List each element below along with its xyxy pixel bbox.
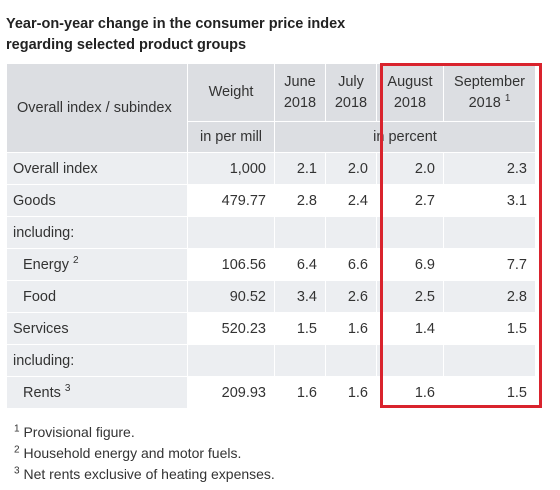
footnote-ref-1: 1 — [504, 92, 511, 104]
table-row: Overall index 1,000 2.1 2.0 2.0 2.3 — [6, 152, 536, 185]
row-label: Food — [6, 280, 188, 313]
table-row: Rents 3 209.93 1.6 1.6 1.6 1.5 — [6, 376, 536, 409]
footnote-number: 1 — [14, 423, 20, 435]
header-row: Overall index / subindex Weight June 201… — [6, 63, 536, 153]
header-july: July 2018 — [325, 63, 377, 122]
row-label: Energy 2 — [6, 248, 188, 281]
august-cell: 2.7 — [376, 184, 444, 217]
header-september-month: September — [454, 73, 525, 90]
table-row: Energy 2 106.56 6.4 6.6 6.9 7.7 — [6, 248, 536, 281]
weight-cell: 520.23 — [187, 312, 275, 345]
footnote: 2 Household energy and motor fuels. — [14, 443, 275, 464]
august-cell: 1.4 — [376, 312, 444, 345]
empty-cell — [443, 216, 536, 249]
row-label: Goods — [6, 184, 188, 217]
row-label: Services — [6, 312, 188, 345]
july-cell: 2.6 — [325, 280, 377, 313]
unit-percent: in percent — [274, 121, 536, 153]
august-cell: 6.9 — [376, 248, 444, 281]
unit-weight: in per mill — [187, 121, 275, 153]
weight-cell: 1,000 — [187, 152, 275, 185]
header-june-year: 2018 — [283, 94, 317, 111]
header-july-month: July — [338, 73, 364, 90]
header-august-year: 2018 — [393, 94, 427, 111]
june-cell: 1.6 — [274, 376, 326, 409]
footnote-text: Provisional figure. — [23, 424, 135, 440]
august-cell: 2.5 — [376, 280, 444, 313]
july-cell: 1.6 — [325, 312, 377, 345]
june-cell: 2.8 — [274, 184, 326, 217]
row-label: including: — [6, 344, 188, 377]
empty-cell — [274, 216, 326, 249]
table-row: Food 90.52 3.4 2.6 2.5 2.8 — [6, 280, 536, 313]
empty-cell — [376, 216, 444, 249]
table-row: including: — [6, 216, 536, 249]
june-cell: 1.5 — [274, 312, 326, 345]
row-label: including: — [6, 216, 188, 249]
august-cell: 1.6 — [376, 376, 444, 409]
title-line-1: Year-on-year change in the consumer pric… — [6, 16, 346, 32]
empty-cell — [376, 344, 444, 377]
september-cell: 1.5 — [443, 312, 536, 345]
header-label: Overall index / subindex — [6, 63, 188, 153]
row-label-text: Rents — [23, 384, 61, 401]
empty-cell — [443, 344, 536, 377]
footnote-text: Household energy and motor fuels. — [23, 445, 242, 461]
june-cell: 2.1 — [274, 152, 326, 185]
september-cell: 2.3 — [443, 152, 536, 185]
row-label: Rents 3 — [6, 376, 188, 409]
header-september-year-line: 2018 1 — [444, 93, 535, 114]
footnote-text: Net rents exclusive of heating expenses. — [23, 466, 275, 482]
empty-cell — [325, 216, 377, 249]
empty-cell — [187, 344, 275, 377]
weight-cell: 209.93 — [187, 376, 275, 409]
june-cell: 3.4 — [274, 280, 326, 313]
header-august: August 2018 — [376, 63, 444, 122]
august-cell: 2.0 — [376, 152, 444, 185]
row-label-text: Energy — [23, 256, 69, 273]
footnote: 1 Provisional figure. — [14, 422, 275, 443]
weight-cell: 90.52 — [187, 280, 275, 313]
header-september-year: 2018 — [468, 94, 501, 111]
weight-cell: 106.56 — [187, 248, 275, 281]
footnote-number: 2 — [14, 444, 20, 456]
header-june: June 2018 — [274, 63, 326, 122]
header-august-month: August — [387, 73, 433, 90]
empty-cell — [325, 344, 377, 377]
july-cell: 1.6 — [325, 376, 377, 409]
header-september: September 2018 1 — [443, 63, 536, 122]
footnote-ref-2: 2 — [72, 254, 79, 266]
september-cell: 3.1 — [443, 184, 536, 217]
empty-cell — [187, 216, 275, 249]
table-title: Year-on-year change in the consumer pric… — [6, 14, 345, 56]
table-row: Goods 479.77 2.8 2.4 2.7 3.1 — [6, 184, 536, 217]
july-cell: 2.4 — [325, 184, 377, 217]
september-cell: 7.7 — [443, 248, 536, 281]
header-weight: Weight — [187, 63, 275, 122]
cpi-table: Overall index / subindex Weight June 201… — [6, 63, 536, 409]
title-line-2: regarding selected product groups — [6, 37, 247, 53]
september-cell: 1.5 — [443, 376, 536, 409]
july-cell: 2.0 — [325, 152, 377, 185]
footnote: 3 Net rents exclusive of heating expense… — [14, 464, 275, 485]
september-cell: 2.8 — [443, 280, 536, 313]
header-june-month: June — [284, 73, 316, 90]
table-row: Services 520.23 1.5 1.6 1.4 1.5 — [6, 312, 536, 345]
july-cell: 6.6 — [325, 248, 377, 281]
june-cell: 6.4 — [274, 248, 326, 281]
weight-cell: 479.77 — [187, 184, 275, 217]
table-row: including: — [6, 344, 536, 377]
row-label: Overall index — [6, 152, 188, 185]
footnote-ref-3: 3 — [64, 382, 71, 394]
footnote-number: 3 — [14, 465, 20, 477]
footnotes: 1 Provisional figure. 2 Household energy… — [14, 422, 275, 485]
header-july-year: 2018 — [334, 94, 368, 111]
empty-cell — [274, 344, 326, 377]
unit-row: in per mill in percent — [6, 121, 536, 153]
